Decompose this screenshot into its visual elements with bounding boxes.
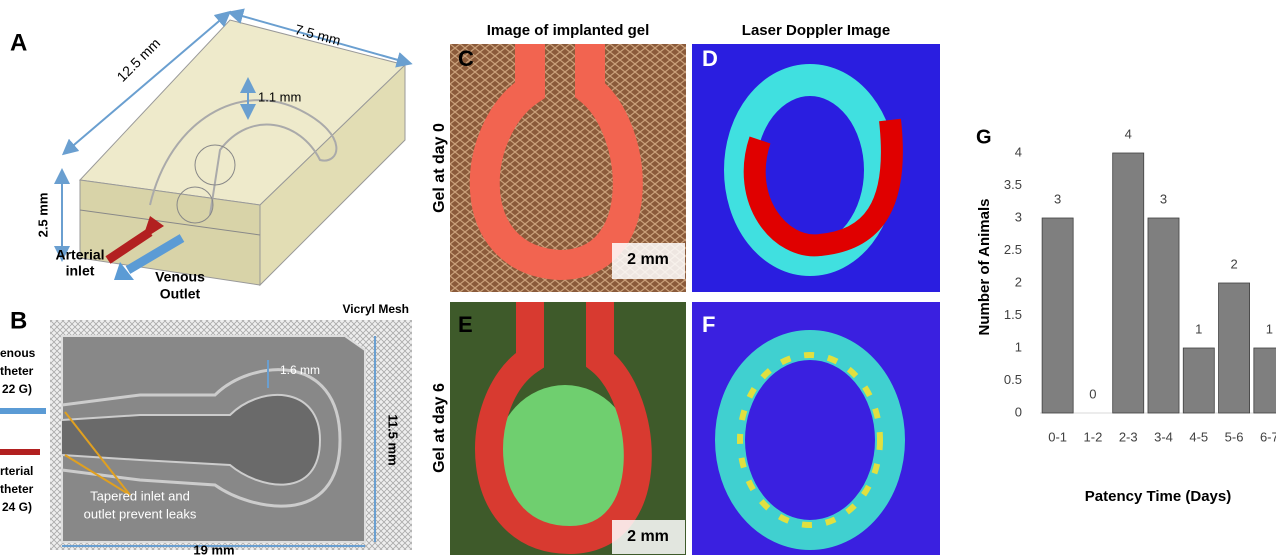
outlet-label: Outlet [160, 286, 201, 302]
panel-label: A [10, 29, 27, 56]
row-title: Gel at day 0 [431, 123, 448, 213]
venous-label: 22 G) [2, 382, 32, 396]
x-tick-label: 0-1 [1048, 429, 1067, 444]
outlet-label: Venous [155, 269, 205, 285]
y-tick-label: 2 [1015, 274, 1022, 289]
bar [1254, 348, 1276, 413]
data-label: 1 [1195, 321, 1202, 336]
y-tick-label: 3.5 [1004, 177, 1022, 192]
panel-label: D [702, 46, 718, 71]
arterial-label: rterial [0, 464, 33, 478]
dim-label: 1.6 mm [280, 363, 320, 377]
venous-label: theter [0, 364, 34, 378]
bar [1042, 218, 1073, 413]
panel-g: G Number of Animals Patency Time (Days) … [976, 126, 1276, 505]
arterial-label: theter [0, 482, 34, 496]
y-tick-label: 2.5 [1004, 242, 1022, 257]
bar [1113, 153, 1144, 413]
inlet-label: Arterial [55, 247, 104, 263]
inlet-label: inlet [66, 263, 95, 279]
panel-label: E [458, 312, 473, 337]
dim-label: 2.5 mm [35, 193, 50, 238]
x-tick-label: 3-4 [1154, 429, 1173, 444]
data-label: 3 [1054, 191, 1061, 206]
y-axis-title: Number of Animals [976, 199, 993, 336]
dim-label: 11.5 mm [386, 414, 401, 465]
data-label: 1 [1266, 321, 1273, 336]
row-title: Gel at day 6 [431, 383, 448, 473]
panel-label: C [458, 46, 474, 71]
x-tick-label: 1-2 [1084, 429, 1103, 444]
panel-a: A 7.5 mm 12.5 mm 1.1 mm 2.5 mm Arterial … [10, 14, 405, 302]
panel-label: F [702, 312, 715, 337]
panel-label: B [10, 307, 27, 334]
y-tick-label: 0 [1015, 404, 1022, 419]
panels-cf: Image of implanted gel Laser Doppler Ima… [431, 22, 940, 555]
bar [1183, 348, 1214, 413]
y-tick-label: 0.5 [1004, 372, 1022, 387]
dim-label: 1.1 mm [258, 89, 301, 104]
panel-label: G [976, 126, 992, 148]
scale-label: 2 mm [627, 528, 669, 545]
column-title: Image of implanted gel [487, 22, 650, 39]
mesh-label: Vicryl Mesh [343, 302, 409, 316]
column-title: Laser Doppler Image [742, 22, 890, 39]
panel-b: B Vicryl Mesh enous theter 22 G) rterial… [0, 302, 412, 555]
data-label: 3 [1160, 191, 1167, 206]
note: Tapered inlet and [90, 488, 190, 503]
y-tick-label: 1 [1015, 339, 1022, 354]
data-label: 4 [1125, 126, 1132, 141]
note: outlet prevent leaks [84, 506, 197, 521]
x-tick-label: 5-6 [1225, 429, 1244, 444]
x-tick-label: 4-5 [1189, 429, 1208, 444]
data-label: 2 [1230, 256, 1237, 271]
y-tick-label: 4 [1015, 144, 1022, 159]
arterial-label: 24 G) [2, 500, 32, 514]
x-axis-title: Patency Time (Days) [1085, 488, 1231, 505]
venous-label: enous [0, 346, 36, 360]
y-tick-label: 3 [1015, 209, 1022, 224]
dim-label: 12.5 mm [113, 35, 163, 85]
x-tick-label: 6-7 [1260, 429, 1276, 444]
y-tick-label: 1.5 [1004, 307, 1022, 322]
x-tick-label: 2-3 [1119, 429, 1138, 444]
bar [1219, 283, 1250, 413]
figure: A 7.5 mm 12.5 mm 1.1 mm 2.5 mm Arterial … [0, 0, 1276, 555]
data-label: 0 [1089, 386, 1096, 401]
scale-label: 2 mm [627, 251, 669, 268]
dim-label: 19 mm [193, 542, 234, 555]
bar [1148, 218, 1179, 413]
